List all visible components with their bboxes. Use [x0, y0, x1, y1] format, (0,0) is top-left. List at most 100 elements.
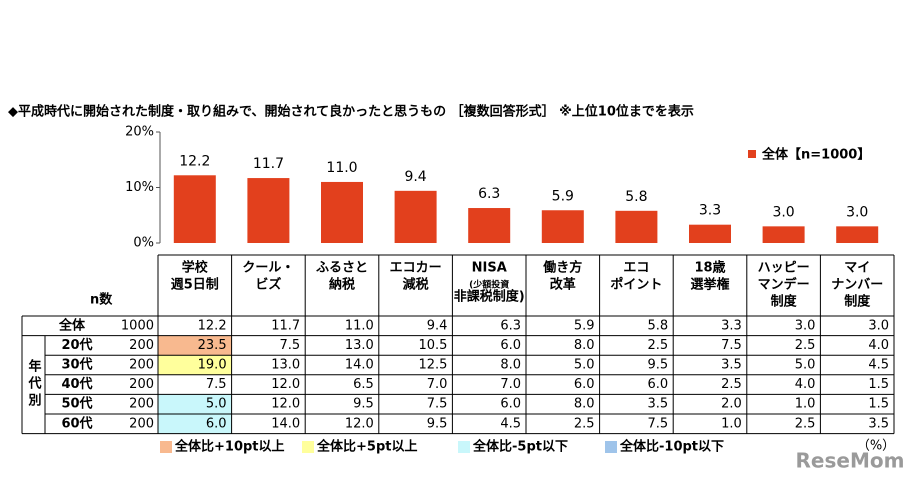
cell: 1.5	[868, 377, 889, 392]
category-label: 制度	[771, 294, 798, 310]
row-n: 200	[129, 416, 154, 431]
category-label: マンデー	[758, 277, 810, 293]
y-tick-label: 0%	[133, 236, 154, 251]
cell: 3.0	[868, 318, 889, 333]
cell: 9.5	[427, 416, 448, 431]
highlight-label: 全体比+10pt以上	[174, 439, 285, 455]
category-label: (少額投資	[469, 279, 509, 291]
cell: 9.4	[427, 318, 448, 333]
y-tick-label: 10%	[125, 180, 154, 195]
cell: 2.5	[795, 338, 816, 353]
cell: 8.0	[500, 358, 521, 373]
cell: 14.0	[345, 358, 374, 373]
highlight-cell	[158, 335, 232, 356]
cell: 2.5	[574, 416, 595, 431]
category-label: 減税	[403, 277, 429, 293]
cell: 4.0	[868, 338, 889, 353]
category-label: ハッピー	[758, 261, 810, 276]
group-label: 年代別	[26, 359, 43, 411]
bar	[615, 210, 658, 243]
row-n: 200	[129, 338, 154, 353]
category-label: 18歳	[694, 260, 725, 276]
cell: 4.0	[795, 377, 816, 392]
highlight-label: 全体比-5pt以下	[472, 439, 568, 455]
value-label: 11.7	[253, 156, 284, 172]
cell: 3.5	[868, 416, 889, 431]
cell: 12.0	[271, 377, 300, 392]
cell: 5.0	[795, 358, 816, 373]
value-label: 11.0	[326, 160, 357, 176]
bar	[173, 175, 216, 243]
row-n: 1000	[121, 318, 154, 333]
highlight-cell	[158, 394, 232, 414]
n-header: n数	[90, 292, 113, 308]
bar	[394, 190, 437, 243]
row-label: 40代	[61, 376, 92, 392]
bar	[247, 178, 290, 243]
highlight-label: 全体比+5pt以上	[316, 439, 417, 455]
cell: 6.0	[500, 338, 521, 353]
category-label: エコカー	[390, 261, 442, 276]
cell: 4.5	[868, 358, 889, 373]
category-label: 非課税制度)	[454, 289, 525, 305]
value-label: 5.9	[552, 188, 574, 204]
cell: 7.5	[721, 338, 742, 353]
cell: 6.0	[648, 377, 669, 392]
cell: 5.0	[206, 397, 227, 412]
category-label: 改革	[550, 277, 576, 293]
row-label: 30代	[61, 357, 92, 373]
bar	[541, 210, 584, 243]
cell: 7.5	[648, 416, 669, 431]
cell: 13.0	[345, 338, 374, 353]
row-label: 20代	[61, 337, 92, 353]
bar	[836, 226, 879, 243]
cell: 7.0	[427, 377, 448, 392]
cell: 3.5	[648, 397, 669, 412]
highlight-cell	[158, 355, 232, 375]
row-n: 200	[129, 358, 154, 373]
category-label: 週5日制	[171, 277, 219, 293]
cell: 7.5	[427, 397, 448, 412]
value-label: 6.3	[478, 186, 500, 202]
value-label: 9.4	[404, 169, 426, 185]
cell: 23.5	[198, 338, 227, 353]
row-n: 200	[129, 397, 154, 412]
cell: 11.7	[271, 318, 300, 333]
value-label: 3.0	[772, 204, 794, 220]
legend-swatch	[748, 150, 756, 158]
cell: 6.0	[500, 397, 521, 412]
cell: 12.0	[345, 416, 374, 431]
cell: 5.0	[574, 358, 595, 373]
highlight-swatch	[302, 441, 314, 453]
cell: 7.5	[280, 338, 301, 353]
category-label: ポイント	[610, 277, 662, 293]
bar	[762, 226, 805, 243]
row-n: 200	[129, 377, 154, 392]
y-tick-label: 20%	[125, 125, 154, 140]
cell: 1.0	[721, 416, 742, 431]
value-label: 5.8	[625, 189, 647, 205]
cell: 14.0	[271, 416, 300, 431]
category-label: マイ	[844, 261, 870, 276]
bar	[321, 181, 363, 243]
row-label: 全体	[58, 317, 86, 333]
category-label: NISA	[472, 261, 507, 276]
category-label: 選挙権	[690, 277, 729, 293]
row-label: 60代	[61, 415, 92, 431]
legend-label: 全体【n=1000】	[761, 147, 870, 163]
cell: 3.0	[795, 318, 816, 333]
cell: 1.5	[868, 397, 889, 412]
category-label: クール・	[242, 261, 294, 276]
category-label: ナンバー	[831, 278, 883, 293]
cell: 12.5	[418, 358, 447, 373]
cell: 7.5	[206, 377, 227, 392]
cell: 6.3	[500, 318, 521, 333]
watermark: ReseMom	[796, 449, 905, 473]
cell: 2.5	[795, 416, 816, 431]
value-label: 3.0	[846, 204, 868, 220]
cell: 11.0	[345, 318, 374, 333]
highlight-swatch	[605, 441, 617, 453]
cell: 8.0	[574, 397, 595, 412]
value-label: 12.2	[179, 153, 210, 169]
category-label: ふるさと	[316, 261, 368, 276]
